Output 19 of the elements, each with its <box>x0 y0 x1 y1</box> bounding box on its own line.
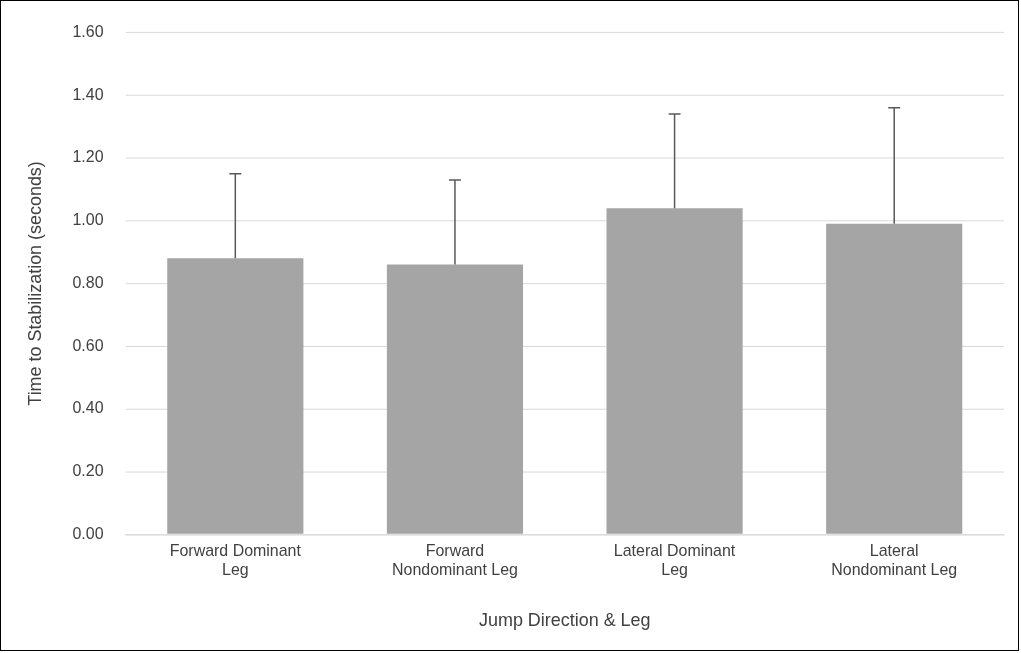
bar <box>606 208 743 534</box>
x-axis-title: Jump Direction & Leg <box>478 610 651 631</box>
bar <box>826 223 963 534</box>
bar <box>386 264 524 534</box>
x-tick-label: Lateral Dominant Leg <box>613 542 736 579</box>
y-tick-label: 1.40 <box>72 85 104 103</box>
y-axis-title: Time to Stabilization (seconds) <box>24 161 45 406</box>
bar <box>167 258 304 534</box>
y-tick-label: 0.00 <box>72 524 104 542</box>
x-tick-label: Forward Dominant Leg <box>169 542 302 579</box>
y-tick-label: 1.20 <box>72 148 104 166</box>
y-tick-label: 1.60 <box>72 22 104 40</box>
y-tick-label: 0.80 <box>72 273 104 291</box>
y-tick-label: 1.00 <box>72 211 104 229</box>
x-tick-label: Lateral Nondominant Leg <box>831 542 958 579</box>
y-tick-label: 0.20 <box>72 462 104 480</box>
y-tick-label: 0.40 <box>72 399 104 417</box>
y-tick-label: 0.60 <box>72 336 104 354</box>
x-tick-label: Forward Nondominant Leg <box>392 542 518 579</box>
